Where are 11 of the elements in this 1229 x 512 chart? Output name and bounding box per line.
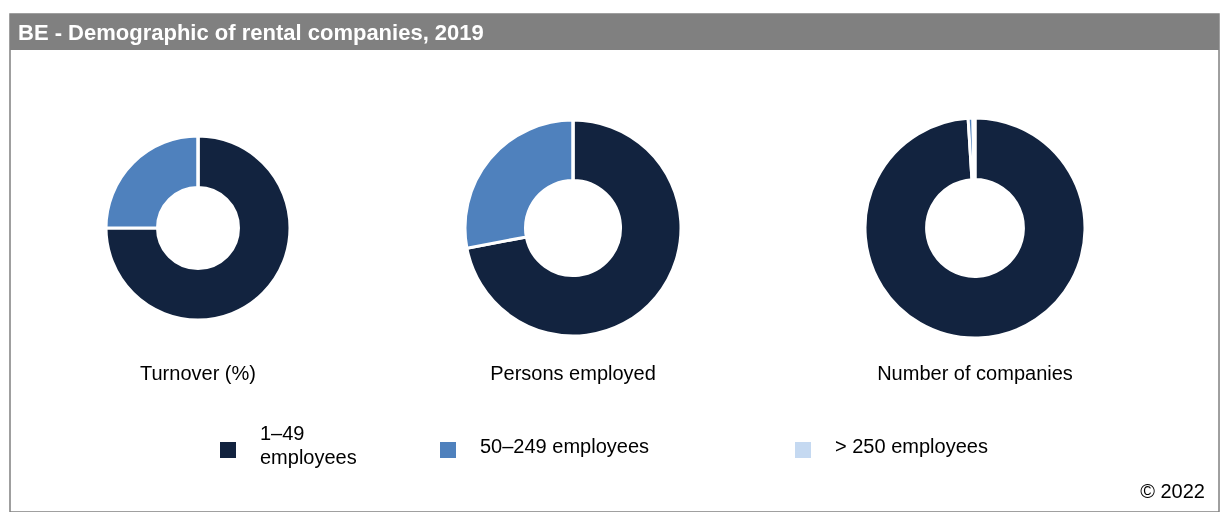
- legend-label: 50–249 employees: [480, 435, 650, 457]
- donut-slice: [863, 116, 1087, 340]
- text: Turnover (%): [140, 362, 256, 384]
- legend-label: > 250 employees: [835, 435, 988, 457]
- legend-label: 1–49 employees: [260, 422, 357, 468]
- chart-title: BE - Demographic of rental companies, 2019: [18, 20, 484, 45]
- text: Persons employed: [490, 362, 656, 384]
- text: Number of companies: [877, 362, 1073, 384]
- donut-slice: [104, 134, 292, 322]
- text: © 2022: [1140, 480, 1205, 502]
- donut-slice: [465, 118, 683, 338]
